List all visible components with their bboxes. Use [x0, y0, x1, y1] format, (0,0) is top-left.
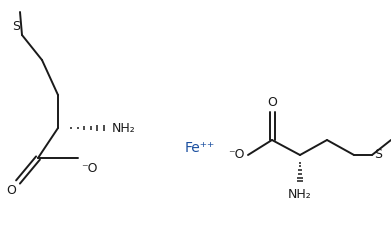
Text: S: S: [374, 147, 382, 161]
Text: S: S: [12, 20, 20, 33]
Text: O: O: [6, 184, 16, 197]
Text: NH₂: NH₂: [288, 188, 312, 201]
Text: ⁻O: ⁻O: [81, 162, 97, 175]
Text: NH₂: NH₂: [112, 121, 136, 135]
Text: Fe⁺⁺: Fe⁺⁺: [185, 141, 215, 155]
Text: O: O: [267, 96, 277, 109]
Text: ⁻O: ⁻O: [228, 149, 245, 161]
